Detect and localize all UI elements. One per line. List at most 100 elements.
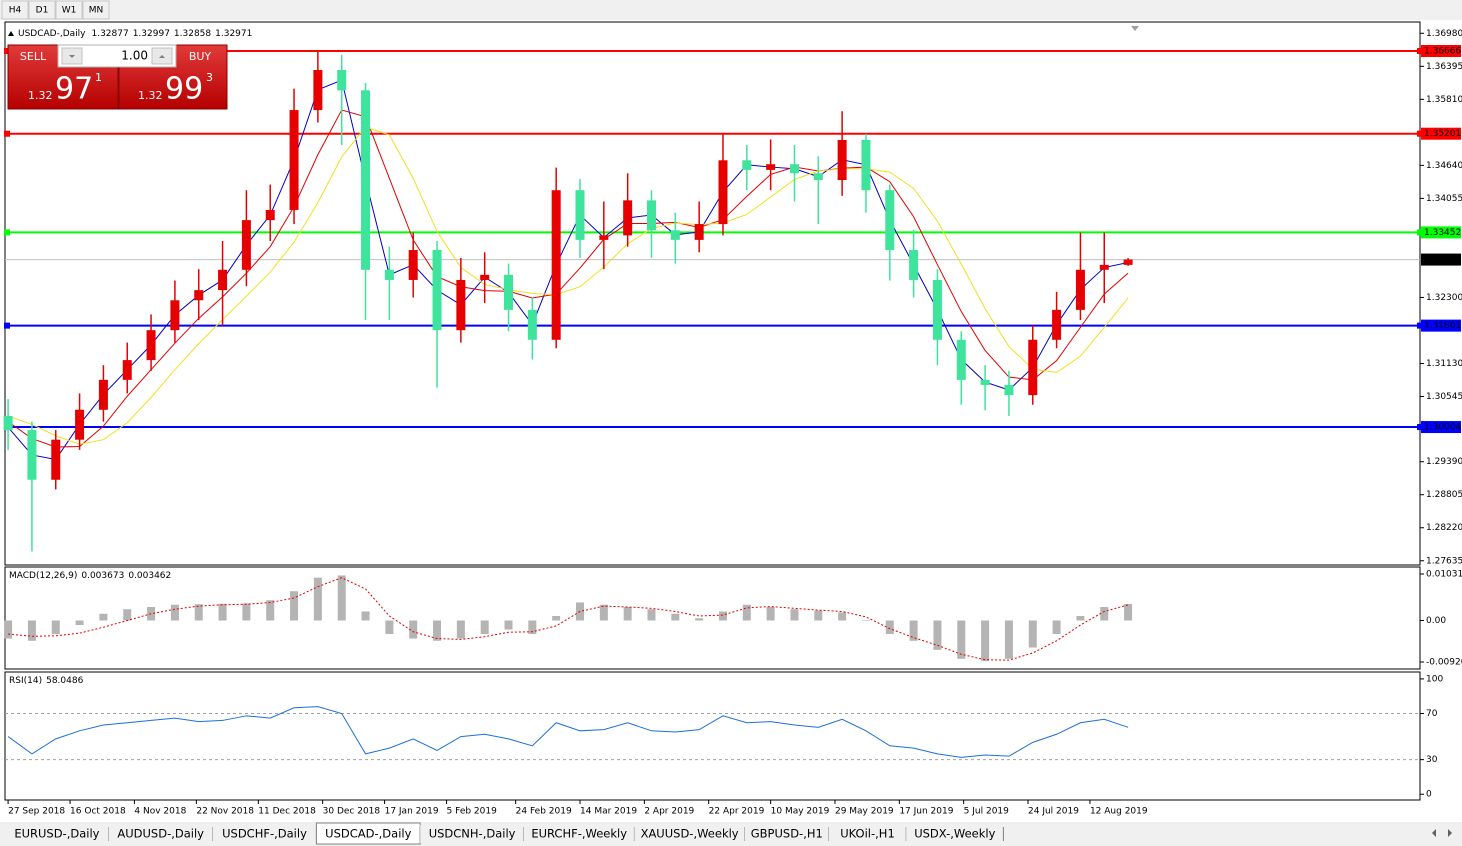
lot-field[interactable] <box>57 44 177 68</box>
level-handle[interactable] <box>4 130 10 137</box>
level-handle[interactable] <box>1417 424 1423 431</box>
candle-body <box>313 69 323 111</box>
y-tick-label: 0 <box>1426 790 1432 800</box>
macd-bar <box>1004 620 1013 659</box>
timeframe-button[interactable] <box>28 0 56 20</box>
up-arrow <box>159 55 165 58</box>
x-tick-label: 22 Apr 2019 <box>709 807 765 817</box>
macd-panel <box>4 566 1421 670</box>
lot-value[interactable]: 1.00 <box>121 49 148 63</box>
down-arrow <box>69 55 75 58</box>
tab[interactable] <box>212 825 317 843</box>
tab-label[interactable]: USDCHF-,Daily <box>222 827 307 841</box>
rsi-line <box>7 706 1129 758</box>
rsi-header: RSI(14) 58.0486 <box>9 676 84 686</box>
sell-button[interactable]: SELL <box>20 50 47 63</box>
collapse-icon[interactable] <box>8 31 14 36</box>
candle-body <box>432 250 442 331</box>
macd-label: MACD(12,26,9) <box>9 571 77 581</box>
bid-sup: 1 <box>95 71 102 84</box>
level-label-box <box>1421 226 1461 239</box>
tab[interactable] <box>906 825 1004 843</box>
candle-body <box>170 300 180 331</box>
moving-average <box>7 126 1129 445</box>
tab-label[interactable]: USDCAD-,Daily <box>325 827 411 841</box>
candle-body <box>837 139 847 181</box>
tab-label[interactable]: EURUSD-,Daily <box>14 827 99 841</box>
macd-bar <box>742 604 751 621</box>
timeframe-label[interactable]: MN <box>89 6 104 16</box>
tab[interactable] <box>524 825 635 843</box>
candle-body <box>646 200 656 231</box>
signal-value: 0.003462 <box>128 571 171 581</box>
level-handle[interactable] <box>4 322 10 329</box>
tab-label[interactable]: USDX-,Weekly <box>914 827 995 841</box>
macd-bar <box>242 603 251 621</box>
level-handle[interactable] <box>1417 130 1423 137</box>
timeframe-label[interactable]: W1 <box>62 6 77 16</box>
rsi-label: RSI(14) <box>9 676 42 686</box>
tab[interactable] <box>828 825 907 843</box>
level-handle[interactable] <box>1417 322 1423 329</box>
x-tick-label: 10 May 2019 <box>771 807 830 817</box>
ask-sup: 3 <box>206 71 213 84</box>
candle-body <box>527 309 537 340</box>
level-handle[interactable] <box>1417 48 1423 55</box>
candle-body <box>694 224 704 240</box>
macd-bar <box>313 577 322 621</box>
macd-bar <box>99 613 108 621</box>
macd-bar <box>170 604 179 621</box>
y-tick-label: 1.36980 <box>1426 29 1462 39</box>
candle-body <box>51 439 61 480</box>
candle-body <box>504 274 514 310</box>
macd-bar <box>981 620 990 662</box>
y-tick-label: 1.28220 <box>1426 523 1462 533</box>
macd-value: 0.003673 <box>81 571 124 581</box>
tab-label[interactable]: USDCNH-,Daily <box>429 827 516 841</box>
symbol: USDCAD-,Daily <box>18 29 86 39</box>
tab-label[interactable]: GBPUSD-,H1 <box>751 827 823 841</box>
macd-bar <box>194 604 203 621</box>
tab[interactable] <box>634 825 745 843</box>
level-handle[interactable] <box>4 48 10 55</box>
x-tick-label: 17 Jun 2019 <box>899 807 953 817</box>
timeframe-label[interactable]: H4 <box>9 6 22 16</box>
macd-header: MACD(12,26,9) 0.003673 0.003462 <box>9 571 171 581</box>
tab-label[interactable]: XAUUSD-,Weekly <box>641 827 739 841</box>
x-tick-label: 16 Oct 2018 <box>70 807 126 817</box>
level-label: 1.30004 <box>1424 423 1461 433</box>
macd-bar <box>933 620 942 650</box>
macd-bar <box>1100 606 1109 621</box>
macd-bar <box>504 620 513 630</box>
x-tick-label: 5 Feb 2019 <box>447 807 498 817</box>
level-handle[interactable] <box>4 229 10 236</box>
timeframe-button[interactable] <box>82 0 110 20</box>
tab[interactable] <box>5 825 109 843</box>
tab[interactable] <box>420 825 524 843</box>
macd-bar <box>671 613 680 621</box>
tab-label[interactable]: EURCHF-,Weekly <box>531 827 627 841</box>
x-tick-label: 4 Nov 2018 <box>134 807 186 817</box>
macd-bar <box>1076 615 1085 621</box>
candle-body <box>289 110 299 210</box>
timeframe-button[interactable] <box>55 0 83 20</box>
tab[interactable] <box>108 825 213 843</box>
y-tick-label: 1.29390 <box>1426 457 1462 467</box>
timeframe-label[interactable]: D1 <box>36 6 49 16</box>
candle-body <box>956 339 966 380</box>
tab-label[interactable]: AUDUSD-,Daily <box>117 827 204 841</box>
x-tick-label: 22 Nov 2018 <box>196 807 254 817</box>
x-tick-label: 11 Dec 2018 <box>258 807 316 817</box>
tab-label[interactable]: UKOil-,H1 <box>840 827 895 841</box>
macd-bar <box>552 615 561 621</box>
buy-button[interactable]: BUY <box>189 50 212 63</box>
macd-bar <box>957 620 966 659</box>
timeframe-button[interactable] <box>1 0 29 20</box>
level-handle[interactable] <box>1417 229 1423 236</box>
y-tick-label: 1.30545 <box>1426 392 1462 402</box>
tab[interactable] <box>744 825 829 843</box>
quote-open: 1.32877 <box>91 29 128 39</box>
tab-scroll[interactable] <box>1432 829 1452 837</box>
macd-bar <box>861 620 870 622</box>
